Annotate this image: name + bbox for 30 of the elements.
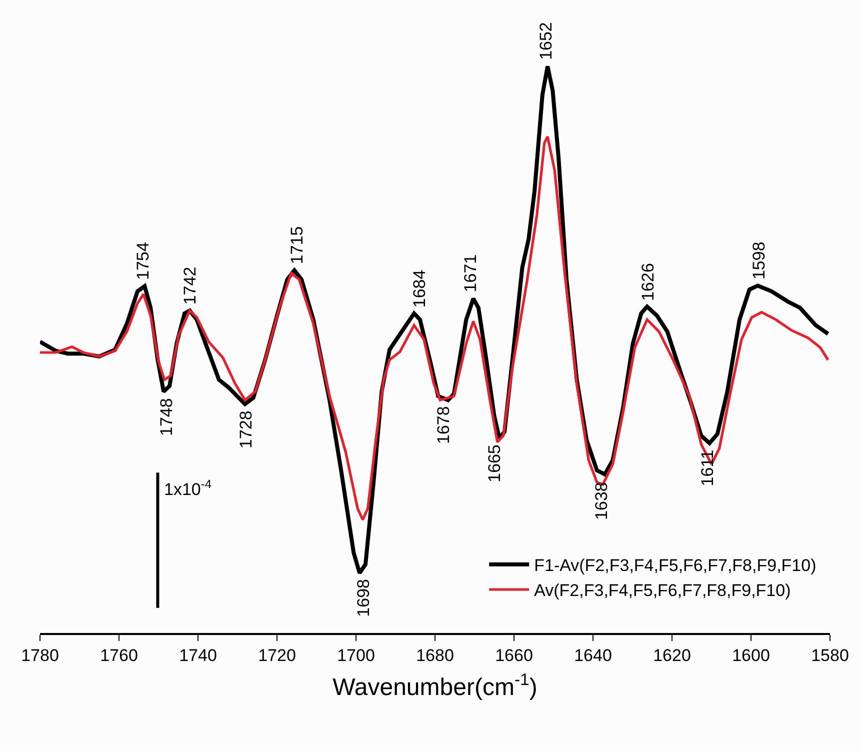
x-tick-label: 1740 bbox=[179, 646, 217, 666]
annotation: 1652 bbox=[536, 22, 556, 60]
x-tick-label: 1760 bbox=[100, 646, 138, 666]
x-axis-title: Wavenumber(cm$^{-1}$) bbox=[332, 670, 538, 701]
x-tick-label: 1600 bbox=[732, 646, 770, 666]
annotation: 1698 bbox=[354, 579, 373, 617]
annotation: 1748 bbox=[156, 398, 176, 436]
annotation: 1x10$^{-4}$ bbox=[164, 477, 212, 500]
annotation: 1598 bbox=[749, 242, 768, 280]
x-tick-label: 1700 bbox=[337, 646, 375, 666]
annotation: 1754 bbox=[134, 242, 152, 280]
x-tick-label: 1640 bbox=[574, 646, 612, 666]
legend-label: Av(F2,F3,F4,F5,F6,F7,F8,F9,F10) bbox=[534, 581, 791, 600]
annotation: 1638 bbox=[592, 482, 611, 520]
annotation: 1665 bbox=[485, 444, 504, 482]
annotation: 1678 bbox=[434, 406, 453, 444]
x-tick-label: 1720 bbox=[258, 646, 296, 666]
x-tick-label: 1620 bbox=[653, 646, 691, 666]
annotation: 1626 bbox=[638, 263, 658, 301]
annotation: 1611 bbox=[698, 450, 717, 486]
annotation: 1684 bbox=[410, 270, 429, 308]
x-tick-label: 1660 bbox=[495, 646, 533, 666]
legend-label: F1-Av(F2,F3,F4,F5,F6,F7,F8,F9,F10) bbox=[534, 556, 816, 576]
x-tick-label: 1780 bbox=[21, 646, 59, 666]
annotation: 1728 bbox=[236, 410, 256, 448]
annotation: 1742 bbox=[180, 266, 200, 305]
x-tick-label: 1680 bbox=[416, 646, 454, 666]
x-tick-label: 1580 bbox=[811, 646, 849, 666]
annotation: 1715 bbox=[287, 226, 306, 264]
annotation: 1671 bbox=[460, 254, 480, 292]
